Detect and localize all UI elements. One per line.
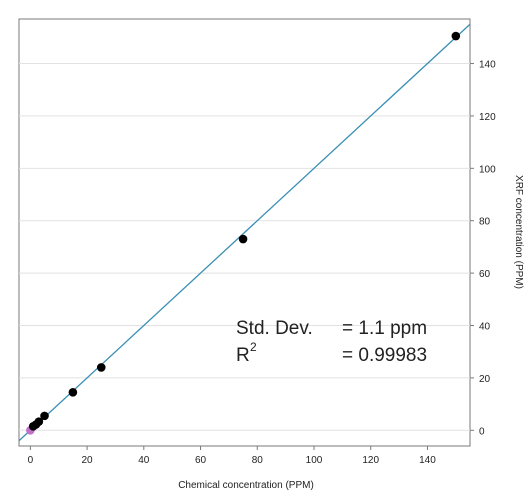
fit-line-group: [18, 23, 471, 442]
y-tick-label: 80: [479, 217, 491, 228]
x-axis-label: Chemical concentration (PPM): [178, 480, 314, 491]
grid-lines: [19, 63, 470, 431]
y-tick-label: 100: [479, 164, 496, 175]
y-tick-label: 60: [479, 269, 491, 280]
y-tick-label: 20: [479, 374, 491, 385]
x-tick-label: 20: [82, 455, 94, 466]
x-tick-label: 0: [28, 455, 34, 466]
r-squared-label: R: [236, 345, 250, 366]
y-tick-label: 120: [479, 112, 496, 123]
x-tick-label: 120: [362, 455, 379, 466]
data-point: [96, 363, 106, 372]
data-point: [68, 387, 78, 397]
x-tick-label: 40: [138, 455, 150, 466]
fit-line: [18, 23, 471, 442]
y-tick-label: 0: [479, 426, 485, 437]
x-tick-label: 80: [252, 455, 264, 466]
data-points: [26, 31, 461, 435]
axis-ticks: [29, 63, 474, 450]
y-tick-label: 140: [479, 60, 496, 71]
x-tick-label: 100: [306, 455, 323, 466]
y-axis-label: XRF concentration (PPM): [513, 175, 524, 289]
y-tick-labels: 0 20 40 60 80 100 120 140: [479, 60, 496, 438]
data-point: [34, 417, 44, 426]
r-squared-value: = 0.99983: [342, 345, 427, 366]
r-squared-exponent: 2: [250, 340, 257, 354]
x-tick-label: 140: [419, 455, 436, 466]
std-dev-label: Std. Dev.: [236, 318, 313, 339]
x-tick-labels: 0 20 40 60 80 100 120 140: [28, 455, 437, 466]
x-tick-label: 60: [195, 455, 207, 466]
data-point: [40, 411, 49, 421]
y-tick-label: 40: [479, 321, 491, 332]
data-point: [451, 31, 461, 41]
data-point: [238, 234, 248, 244]
std-dev-value: = 1.1 ppm: [342, 318, 427, 339]
